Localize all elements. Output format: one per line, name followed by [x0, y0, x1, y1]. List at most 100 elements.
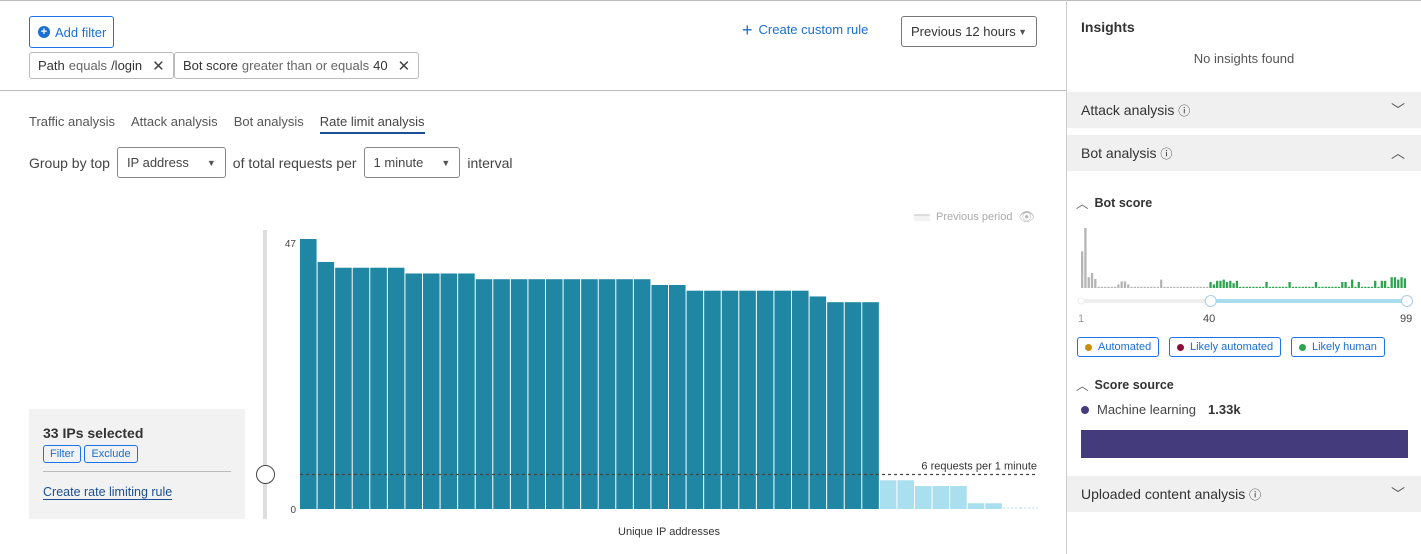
score-source-title: Score source — [1094, 377, 1174, 392]
bar — [792, 290, 809, 509]
previous-period-toggle[interactable]: Previous period 👁 — [914, 209, 1035, 225]
tab-bot-analysis[interactable]: Bot analysis — [233, 114, 304, 129]
histogram-bar — [1281, 286, 1285, 288]
histogram-bar — [1397, 279, 1400, 288]
bar — [809, 296, 827, 509]
select-value: IP address — [126, 155, 189, 170]
histogram-bar — [1357, 282, 1360, 288]
add-filter-label: Add filter — [55, 24, 107, 40]
bar — [774, 290, 791, 509]
histogram-bar — [1403, 278, 1406, 288]
threshold-slider-track[interactable] — [263, 230, 267, 519]
bar — [598, 279, 616, 509]
histogram-bar — [1324, 286, 1327, 288]
bar — [633, 279, 651, 509]
histogram-bar — [1327, 286, 1331, 288]
histogram-bar — [1354, 286, 1357, 288]
create-custom-rule-link[interactable]: + Create custom rule — [742, 21, 868, 39]
group-by-field-select[interactable]: IP address ▼ — [116, 147, 226, 178]
bar — [440, 273, 458, 509]
x-axis-label: Unique IP addresses — [618, 526, 720, 538]
close-icon[interactable]: ✕ — [152, 57, 165, 75]
filter-chip-path[interactable]: Path equals /login ✕ — [29, 52, 174, 79]
histogram-bar — [1370, 286, 1374, 288]
card-divider — [43, 471, 231, 472]
pill-label: Automated — [1098, 341, 1152, 353]
panel-divider — [1066, 0, 1067, 554]
histogram-bar — [1400, 277, 1403, 288]
histogram-bar — [1321, 286, 1324, 288]
bar — [300, 239, 317, 509]
close-icon[interactable]: ✕ — [397, 57, 411, 75]
histogram-bar — [1275, 286, 1278, 288]
bar — [967, 503, 985, 509]
histogram-bar — [1331, 286, 1334, 288]
bot-score-section-toggle[interactable]: ︿ Bot score — [1076, 193, 1152, 212]
tab-rate-limit-analysis[interactable]: Rate limit analysis — [319, 114, 425, 134]
histogram-bar — [1314, 282, 1318, 288]
bar — [352, 267, 370, 509]
bar — [581, 279, 598, 509]
accordion-label: Attack analysis — [1081, 101, 1175, 118]
histogram-bar — [1239, 286, 1242, 288]
histogram-bar — [1255, 286, 1258, 288]
interval-suffix-label: interval — [467, 154, 513, 171]
filter-divider — [0, 90, 1066, 91]
accordion-label: Bot analysis — [1081, 144, 1157, 161]
histogram-bar — [1133, 286, 1136, 288]
exclude-button[interactable]: Exclude — [84, 445, 138, 463]
bar — [651, 284, 668, 509]
histogram-bar — [1262, 286, 1265, 288]
filter-button[interactable]: Filter — [43, 445, 82, 463]
histogram-bar — [1136, 286, 1140, 288]
histogram-bar — [1390, 277, 1393, 288]
add-filter-button[interactable]: + Add filter — [29, 16, 114, 48]
histogram-bar — [1140, 286, 1143, 288]
interval-select[interactable]: 1 minute ▼ — [363, 147, 461, 178]
histogram-bar — [1318, 286, 1321, 288]
histogram-bar — [1206, 286, 1209, 288]
bar — [563, 279, 581, 509]
caret-down-icon: ▼ — [441, 157, 451, 168]
score-source-section-toggle[interactable]: ︿ Score source — [1076, 375, 1174, 394]
filter-value: 40 — [373, 58, 388, 73]
filter-likely-human[interactable]: Likely human — [1291, 337, 1385, 357]
select-value: 1 minute — [373, 155, 424, 170]
filter-likely-automated[interactable]: Likely automated — [1169, 337, 1282, 357]
histogram-bar — [1127, 284, 1130, 288]
filter-chip-bot-score[interactable]: Bot score greater than or equals 40 ✕ — [174, 52, 420, 79]
bar — [756, 290, 774, 509]
create-rate-limiting-rule-link[interactable]: Create rate limiting rule — [43, 485, 173, 500]
bar — [932, 486, 950, 509]
bar — [423, 273, 440, 509]
bar — [405, 273, 422, 509]
histogram-bar — [1202, 286, 1206, 288]
caret-down-icon: ▼ — [1018, 26, 1027, 37]
threshold-slider-handle[interactable] — [256, 465, 275, 484]
histogram-bar — [1344, 282, 1347, 288]
bar — [546, 279, 563, 509]
tab-traffic-analysis[interactable]: Traffic analysis — [29, 114, 115, 129]
chevron-down-icon: ﹀ — [1391, 486, 1405, 502]
filter-automated[interactable]: Automated — [1077, 337, 1160, 357]
histogram-bar — [1222, 279, 1225, 288]
attack-analysis-accordion[interactable]: Attack analysis ⓘ ﹀ — [1067, 92, 1421, 128]
bar — [370, 267, 387, 509]
bot-analysis-accordion[interactable]: Bot analysis ⓘ ︿ — [1067, 135, 1421, 171]
histogram-bar — [1130, 286, 1133, 288]
histogram-bar — [1308, 286, 1311, 288]
bar — [827, 302, 844, 509]
histogram-bar — [1351, 279, 1354, 288]
bar — [317, 261, 335, 509]
bar — [879, 480, 897, 509]
bot-score-min-label: 1 — [1078, 313, 1085, 325]
time-range-select[interactable]: Previous 12 hours ▼ — [901, 16, 1037, 47]
histogram-bar — [1179, 286, 1183, 288]
uploaded-content-accordion[interactable]: Uploaded content analysis ⓘ ﹀ — [1067, 476, 1421, 512]
histogram-bar — [1278, 286, 1281, 288]
histogram-bar — [1156, 286, 1160, 288]
histogram-bar — [1216, 280, 1219, 288]
histogram-bar — [1107, 286, 1110, 288]
tab-attack-analysis[interactable]: Attack analysis — [130, 114, 218, 129]
y-tick-label: 0 — [290, 505, 296, 516]
